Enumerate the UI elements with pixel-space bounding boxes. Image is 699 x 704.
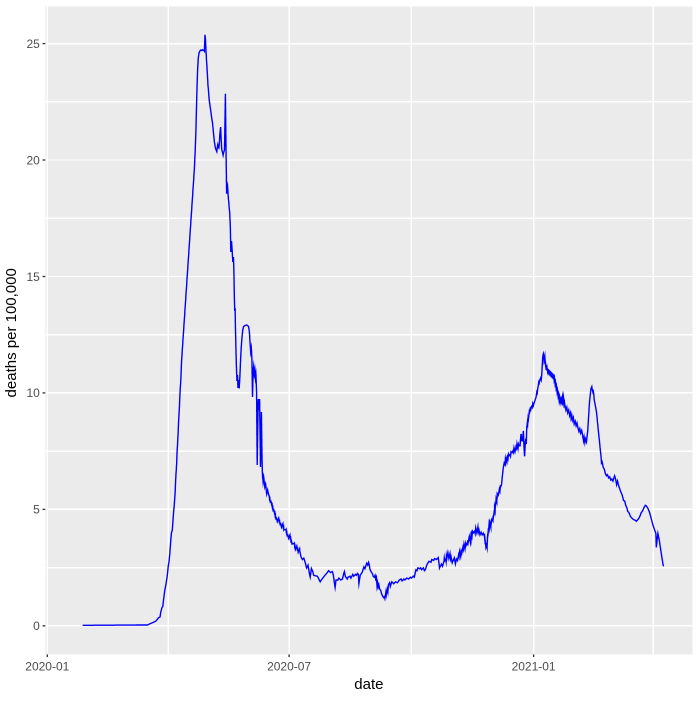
svg-text:2020-07: 2020-07 — [267, 660, 311, 674]
svg-text:2020-01: 2020-01 — [25, 660, 69, 674]
svg-text:10: 10 — [26, 386, 40, 400]
svg-text:date: date — [354, 676, 383, 693]
svg-text:5: 5 — [33, 503, 40, 517]
svg-text:deaths per 100,000: deaths per 100,000 — [3, 268, 20, 397]
svg-text:2021-01: 2021-01 — [512, 660, 556, 674]
svg-text:15: 15 — [26, 270, 40, 284]
svg-text:20: 20 — [26, 153, 40, 167]
svg-text:25: 25 — [26, 37, 40, 51]
svg-text:0: 0 — [33, 619, 40, 633]
